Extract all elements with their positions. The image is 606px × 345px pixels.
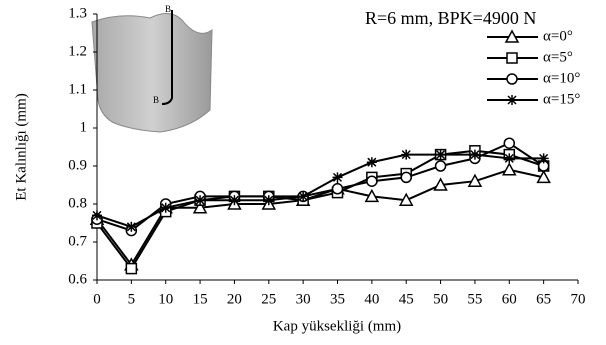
marker xyxy=(504,138,514,148)
legend-label: α=0° xyxy=(543,28,573,44)
x-tick-label: 30 xyxy=(296,291,311,307)
x-tick-label: 40 xyxy=(364,291,379,307)
marker xyxy=(126,264,136,274)
marker xyxy=(436,161,446,171)
y-tick-label: 1 xyxy=(80,119,88,135)
marker xyxy=(367,157,377,167)
legend: α=0° α=5° α=10° α=15° xyxy=(487,28,580,107)
x-tick-label: 35 xyxy=(330,291,345,307)
legend-label: α=5° xyxy=(543,49,573,65)
x-tick-label: 5 xyxy=(128,291,136,307)
marker xyxy=(401,150,411,160)
marker xyxy=(367,176,377,186)
cup-image xyxy=(92,10,212,132)
x-tick-label: 0 xyxy=(93,291,101,307)
y-tick-label: 0.6 xyxy=(68,271,87,287)
x-tick-label: 20 xyxy=(227,291,242,307)
marker xyxy=(470,150,480,160)
x-tick-label: 60 xyxy=(502,291,517,307)
x-tick-label: 50 xyxy=(433,291,448,307)
y-tick-label: 1.3 xyxy=(68,5,87,21)
y-axis-title: Et Kalınlığı (mm) xyxy=(13,93,29,200)
marker xyxy=(504,153,514,163)
y-tick-label: 1.1 xyxy=(68,81,87,97)
annotation: R=6 mm, BPK=4900 N xyxy=(365,8,536,28)
legend-label: α=10° xyxy=(543,70,580,86)
image-label: B xyxy=(165,4,171,14)
marker xyxy=(333,172,343,182)
marker xyxy=(436,150,446,160)
marker xyxy=(503,164,515,175)
x-tick-label: 25 xyxy=(261,291,276,307)
marker xyxy=(229,195,239,205)
marker xyxy=(92,210,102,220)
x-axis-title: Kap yüksekliği (mm) xyxy=(273,318,401,334)
y-tick-label: 1.2 xyxy=(68,43,87,59)
x-tick-label: 10 xyxy=(158,291,173,307)
legend-label: α=15° xyxy=(543,91,580,107)
chart: B B R=6 mm, BPK=4900 N Kap yüksekliği (m… xyxy=(0,0,606,345)
image-label: B xyxy=(153,95,159,105)
marker xyxy=(161,203,171,213)
y-tick-label: 0.9 xyxy=(68,157,87,173)
marker xyxy=(401,172,411,182)
marker xyxy=(195,195,205,205)
x-tick-label: 45 xyxy=(399,291,414,307)
y-tick-label: 0.7 xyxy=(68,233,87,249)
legend-marker xyxy=(507,95,517,105)
y-tick-label: 0.8 xyxy=(68,195,87,211)
marker xyxy=(264,195,274,205)
x-tick-label: 65 xyxy=(536,291,551,307)
legend-marker xyxy=(507,74,517,84)
legend-marker xyxy=(507,53,517,63)
x-tick-label: 15 xyxy=(193,291,208,307)
marker xyxy=(298,191,308,201)
marker xyxy=(539,153,549,163)
x-tick-label: 55 xyxy=(467,291,482,307)
marker xyxy=(126,222,136,232)
x-tick-label: 70 xyxy=(571,291,586,307)
marker xyxy=(333,184,343,194)
